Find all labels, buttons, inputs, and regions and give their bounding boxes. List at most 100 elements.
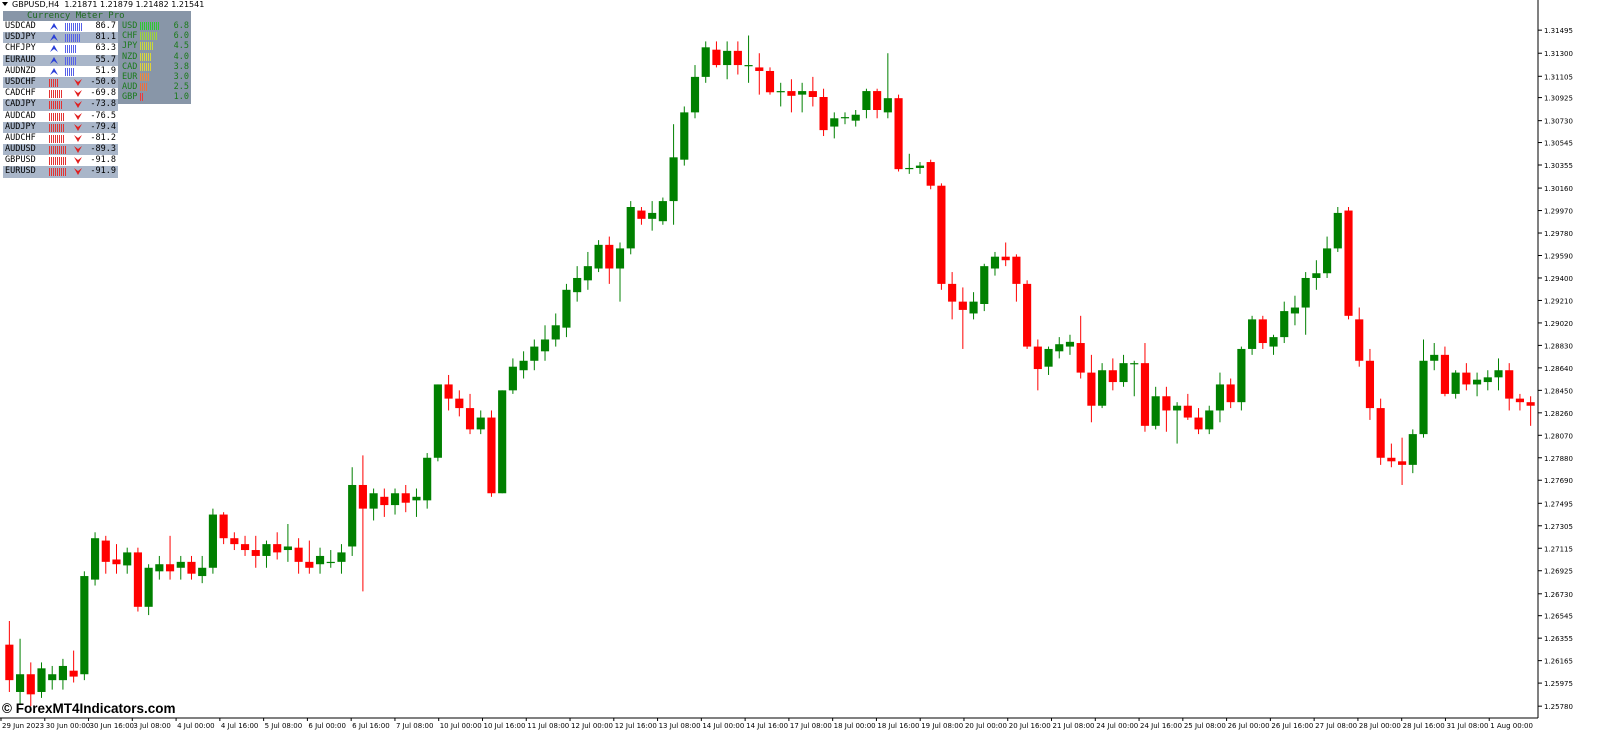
- arrow-down-icon: [74, 90, 82, 98]
- price-tick-label: 1.28260: [1544, 410, 1573, 418]
- candle-body: [540, 339, 550, 352]
- candle-body: [380, 496, 389, 506]
- currency-name: AUD: [122, 82, 138, 93]
- price-tick-label: 1.25975: [1544, 680, 1573, 688]
- price-tick-label: 1.29970: [1544, 208, 1573, 216]
- candle-body: [80, 576, 89, 675]
- pair-name: GBPUSD: [5, 155, 36, 166]
- time-tick-label: 28 Jul 16:00: [1403, 722, 1445, 730]
- pair-row: CADCHF -69.8: [3, 88, 118, 100]
- price-tick-label: 1.30355: [1544, 162, 1573, 170]
- ohlc-quotes: 1.21871 1.21879 1.21482 1.21541: [64, 0, 205, 9]
- candle-body: [733, 50, 742, 66]
- pair-name: AUDJPY: [5, 121, 36, 132]
- time-tick-label: 14 Jul 16:00: [746, 722, 788, 730]
- strength-bars-down: [49, 90, 63, 99]
- candle-body: [1473, 379, 1482, 385]
- dropdown-triangle-icon[interactable]: [2, 2, 8, 6]
- currency-row: AUD 2.5: [118, 82, 191, 92]
- candle-body: [1462, 372, 1471, 385]
- price-tick-label: 1.30160: [1544, 185, 1573, 193]
- price-tick-label: 1.27880: [1544, 455, 1573, 463]
- price-tick-label: 1.26545: [1544, 613, 1573, 621]
- candle-body: [819, 96, 828, 131]
- time-tick-label: 12 Jul 16:00: [615, 722, 657, 730]
- pair-value: -91.9: [90, 166, 116, 177]
- pair-row: USDJPY 81.1: [3, 32, 118, 44]
- pair-value: 55.7: [95, 54, 116, 65]
- candle-body: [1205, 410, 1214, 430]
- pair-value: -50.6: [90, 76, 116, 87]
- arrow-up-icon: [50, 45, 58, 53]
- currency-value: 6.0: [173, 31, 189, 42]
- arrow-down-icon: [74, 101, 82, 109]
- price-tick-label: 1.29590: [1544, 252, 1573, 260]
- candle-body: [1076, 343, 1085, 373]
- strength-bars-down: [49, 157, 67, 166]
- time-tick-label: 18 Jul 00:00: [834, 722, 876, 730]
- pair-value: -76.5: [90, 110, 116, 121]
- strength-bars-up: [65, 23, 83, 31]
- time-tick-label: 6 Jul 16:00: [352, 722, 390, 730]
- pair-value: 63.3: [95, 43, 116, 54]
- candle-body: [198, 567, 207, 577]
- candle-body: [1258, 319, 1267, 344]
- time-tick-label: 14 Jul 00:00: [702, 722, 744, 730]
- pair-row: AUDUSD -89.3: [3, 144, 118, 156]
- time-tick-label: 20 Jul 00:00: [965, 722, 1007, 730]
- candle-body: [1162, 396, 1171, 411]
- time-tick-label: 12 Jul 00:00: [571, 722, 613, 730]
- candle-body: [1312, 273, 1321, 278]
- time-tick-label: 3 Jul 08:00: [133, 722, 171, 730]
- time-tick-label: 21 Jul 08:00: [1053, 722, 1095, 730]
- pair-name: USDJPY: [5, 32, 36, 43]
- currency-name: USD: [122, 21, 138, 31]
- price-tick-label: 1.31300: [1544, 50, 1573, 58]
- currency-strength-bars: [140, 32, 158, 41]
- time-tick-label: 28 Jul 00:00: [1359, 722, 1401, 730]
- pair-row: AUDCAD -76.5: [3, 110, 118, 122]
- candle-body: [573, 277, 582, 293]
- candle-body: [1119, 363, 1128, 383]
- candle-body: [476, 417, 485, 430]
- candle-body: [894, 98, 903, 170]
- price-tick-label: 1.26355: [1544, 635, 1573, 643]
- currency-row: USD 6.8: [118, 21, 191, 31]
- time-tick-label: 17 Jul 08:00: [790, 722, 832, 730]
- candle-body: [958, 301, 967, 310]
- candle-body: [969, 301, 978, 314]
- candle-body: [1055, 344, 1064, 352]
- price-tick-label: 1.30545: [1544, 140, 1573, 148]
- candle-body: [830, 118, 839, 127]
- strength-bars-down: [49, 168, 67, 177]
- candle-body: [873, 91, 882, 111]
- candle-body: [905, 167, 914, 170]
- pair-value: -91.8: [90, 155, 116, 166]
- candle-body: [1515, 398, 1525, 403]
- candle-body: [1376, 408, 1385, 458]
- candle-body: [594, 244, 603, 269]
- pair-row: CHFJPY 63.3: [3, 43, 118, 55]
- arrow-up-icon: [50, 23, 58, 30]
- candle-body: [230, 538, 239, 545]
- time-tick-label: 4 Jul 16:00: [221, 722, 259, 730]
- candle-body: [1023, 283, 1032, 347]
- candle-body: [615, 248, 625, 269]
- candle-body: [808, 91, 817, 97]
- candle-body: [1012, 256, 1021, 284]
- candle-body: [648, 212, 657, 219]
- currency-strength-bars: [140, 83, 148, 92]
- candle-body: [444, 384, 453, 399]
- candle-body: [798, 91, 807, 95]
- pair-name: EURUSD: [5, 166, 36, 177]
- currency-row: GBP 1.0: [118, 92, 191, 102]
- time-tick-label: 24 Jul 16:00: [1140, 722, 1182, 730]
- strength-bars-up: [65, 45, 77, 54]
- price-tick-label: 1.27495: [1544, 500, 1573, 508]
- candle-body: [358, 484, 367, 509]
- time-tick-label: 5 Jul 08:00: [265, 722, 303, 730]
- candle-body: [1505, 370, 1514, 399]
- symbol-label: GBPUSD,H4: [12, 0, 60, 9]
- time-tick-label: 6 Jul 00:00: [308, 722, 346, 730]
- pair-row: AUDNZD 51.9: [3, 65, 118, 77]
